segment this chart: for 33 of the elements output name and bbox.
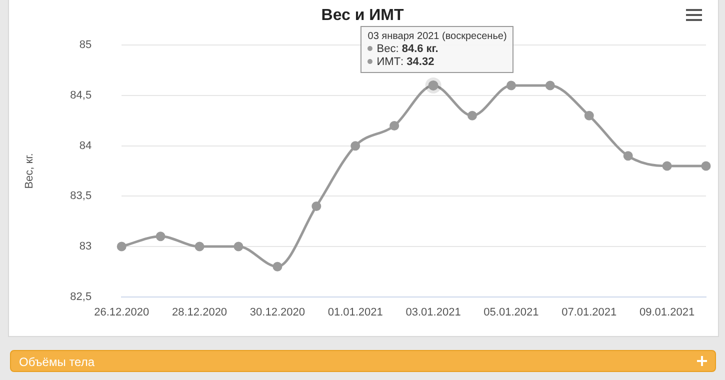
x-tick-label: 01.01.2021	[328, 306, 383, 318]
point	[156, 232, 166, 242]
x-tick-label: 30.12.2020	[250, 306, 305, 318]
point	[545, 80, 555, 90]
point	[584, 110, 594, 120]
point	[312, 201, 322, 211]
point	[467, 110, 477, 120]
y-tick-label: 83,5	[70, 190, 92, 202]
y-tick-label: 84,5	[70, 90, 92, 102]
point	[194, 242, 204, 252]
point	[506, 80, 516, 90]
point	[701, 161, 711, 171]
x-tick-label: 03.01.2021	[406, 306, 461, 318]
annotation: 03 января 2021 (воскресенье) Вес: 84.6 кг. ИМТ: 34.32	[368, 30, 507, 68]
point	[350, 141, 360, 151]
point	[116, 242, 126, 252]
y-tick-label: 84	[79, 140, 92, 152]
point	[234, 242, 244, 252]
x-tick-label: 09.01.2021	[640, 306, 695, 318]
point	[623, 151, 633, 161]
y-tick-label: 85	[79, 39, 92, 52]
x-tick-label: 05.01.2021	[484, 306, 539, 318]
y-axis-title: Вес, кг.	[24, 153, 36, 189]
x-tick-label: 26.12.2020	[94, 306, 150, 318]
y-tick-label: 83	[79, 240, 92, 253]
point	[390, 120, 400, 130]
point	[272, 262, 282, 272]
x-tick-label: 07.01.2021	[562, 306, 617, 318]
y-tick-label: 82,5	[70, 290, 92, 303]
point	[662, 161, 672, 171]
chart-title: Вес и ИМТ	[321, 7, 404, 24]
x-tick-label: 28.12.2020	[172, 306, 228, 318]
text: Объёмы тела	[19, 355, 95, 369]
